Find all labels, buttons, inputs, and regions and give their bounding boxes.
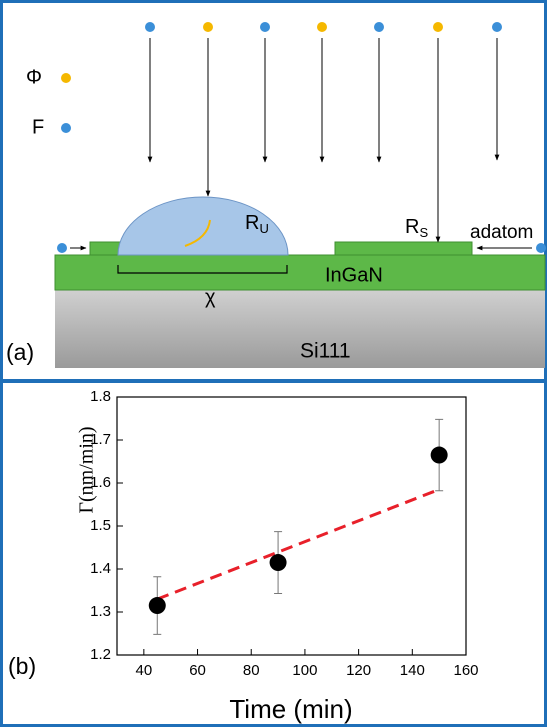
fit-line <box>156 488 440 601</box>
particle <box>57 243 67 253</box>
legend-dot <box>61 123 71 133</box>
panel-a: RU RS adatom χ InGaN Si111 (a) Φ F <box>6 22 546 368</box>
x-axis-label: Time (min) <box>229 694 352 724</box>
y-tick-label: 1.8 <box>90 388 111 405</box>
droplet <box>117 196 289 256</box>
data-point <box>148 597 166 615</box>
panel-label: (a) <box>6 339 34 365</box>
substrate <box>55 290 545 368</box>
particle <box>203 22 213 32</box>
particle <box>260 22 270 32</box>
adatom-label: adatom <box>470 222 533 243</box>
y-tick-label: 1.6 <box>90 474 111 491</box>
legend-label: Φ <box>26 66 42 88</box>
x-tick-label: 100 <box>292 662 317 679</box>
y-tick-label: 1.4 <box>90 560 111 577</box>
y-tick-label: 1.2 <box>90 646 111 663</box>
panel-label: (b) <box>8 653 36 679</box>
particle <box>145 22 155 32</box>
rs-label: RS <box>405 216 428 240</box>
y-tick-label: 1.5 <box>90 517 111 534</box>
particle <box>374 22 384 32</box>
layer-label: InGaN <box>325 264 383 286</box>
legend-dot <box>61 73 71 83</box>
x-tick-label: 160 <box>453 662 478 679</box>
particle <box>492 22 502 32</box>
particle <box>536 243 546 253</box>
radius-arc <box>184 219 211 247</box>
y-axis-label: Γ(nm/min) <box>76 426 98 513</box>
particle <box>317 22 327 32</box>
legend-label: F <box>32 116 44 138</box>
y-tick-label: 1.3 <box>90 603 111 620</box>
island <box>334 241 473 256</box>
y-tick-label: 1.7 <box>90 431 111 448</box>
chi-bracket <box>117 265 288 274</box>
x-tick-label: 40 <box>136 662 153 679</box>
chi-label: χ <box>205 286 216 308</box>
substrate-label: Si111 <box>300 340 351 363</box>
x-tick-label: 60 <box>189 662 206 679</box>
x-tick-label: 140 <box>400 662 425 679</box>
x-tick-label: 80 <box>243 662 260 679</box>
ru-label: RU <box>245 212 269 236</box>
data-point <box>269 554 287 572</box>
panel-b: (b) Time (min) Γ(nm/min) 1.2 1.3 1.4 1.5 1.6… <box>8 388 479 724</box>
data-point <box>430 446 448 464</box>
x-tick-label: 120 <box>346 662 371 679</box>
particle <box>433 22 443 32</box>
